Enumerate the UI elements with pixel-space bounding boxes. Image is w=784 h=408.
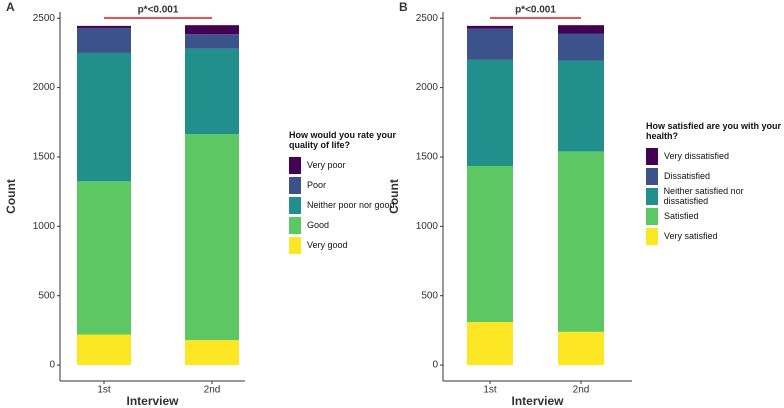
bar-segment — [558, 60, 604, 152]
bar-segment — [185, 34, 239, 49]
legend-swatch — [289, 176, 301, 194]
bar-segment — [77, 334, 131, 366]
x-tick-label: 1st — [97, 385, 111, 396]
bar-segment — [185, 134, 239, 341]
legend-item: Very satisfied — [646, 226, 784, 246]
legend-item: Very poor — [289, 155, 409, 175]
y-tick-label: 1500 — [416, 152, 439, 163]
legend-item: Very dissatisfied — [646, 146, 784, 166]
bar-segment — [558, 331, 604, 366]
legend-swatch — [289, 196, 301, 214]
bar-segment — [558, 33, 604, 61]
legend-item: Good — [289, 215, 409, 235]
legend-item: Very good — [289, 235, 409, 255]
legend-item: Poor — [289, 175, 409, 195]
legend-label: Very satisfied — [664, 231, 718, 241]
bar-segment — [185, 340, 239, 366]
panel-label: B — [399, 0, 408, 14]
x-axis-label: Interview — [126, 394, 179, 408]
y-tick-label: 2500 — [416, 13, 439, 24]
legend-item: Neither poor nor good — [289, 195, 409, 215]
legend-swatch — [289, 236, 301, 254]
bar-segment — [467, 322, 513, 366]
legend-label: Poor — [307, 180, 327, 190]
legend-label: Good — [307, 220, 330, 230]
legend-label: Very good — [307, 240, 348, 250]
bar-segment — [77, 25, 131, 28]
legend-swatch — [646, 167, 658, 185]
y-tick-label: 2000 — [416, 82, 439, 93]
y-tick-label: 2500 — [33, 13, 56, 24]
legend-item: Dissatisfied — [646, 166, 784, 186]
legend-label: Neither satisfied nor dissatisfied — [663, 186, 744, 206]
y-tick-label: 2000 — [33, 82, 56, 93]
bar-segment — [558, 151, 604, 332]
bar-segment — [77, 181, 131, 335]
y-axis-label: Count — [4, 179, 18, 214]
bar-segment — [467, 25, 513, 29]
bar-segment — [467, 59, 513, 166]
legend-swatch — [646, 187, 658, 205]
y-tick-label: 1000 — [33, 221, 56, 232]
y-tick-label: 1000 — [416, 221, 439, 232]
x-axis-label: Interview — [511, 394, 564, 408]
legend-title: How satisfied are you with your health? — [646, 121, 782, 141]
x-tick-label: 1st — [483, 385, 497, 396]
legend-label: Satisfied — [664, 211, 699, 221]
bar-segment — [77, 27, 131, 53]
bar-segment — [77, 52, 131, 182]
x-tick-label: 2nd — [573, 385, 590, 396]
panel-label: A — [6, 0, 15, 14]
legend-label: Very poor — [307, 160, 346, 170]
significance-label: p*<0.001 — [138, 5, 179, 16]
y-axis-label: Count — [387, 179, 401, 214]
legend-title: How would you rate your quality of life? — [289, 130, 397, 150]
bar-segment — [558, 25, 604, 34]
legend: How would you rate your quality of life?… — [289, 130, 409, 255]
y-tick-label: 1500 — [33, 152, 56, 163]
significance-label: p*<0.001 — [515, 5, 556, 16]
legend-label: Neither poor nor good — [307, 200, 395, 210]
legend-label: Dissatisfied — [664, 171, 711, 181]
bar-segment — [467, 165, 513, 323]
bar-segment — [185, 48, 239, 135]
legend-swatch — [646, 147, 658, 165]
y-tick-label: 500 — [421, 290, 438, 301]
legend-swatch — [646, 227, 658, 245]
legend-item: Neither satisfied nor dissatisfied — [646, 186, 784, 206]
legend-item: Satisfied — [646, 206, 784, 226]
legend-label: Very dissatisfied — [664, 151, 730, 161]
y-tick-label: 0 — [49, 360, 55, 371]
x-tick-label: 2nd — [204, 385, 221, 396]
legend-swatch — [289, 156, 301, 174]
y-tick-label: 500 — [38, 290, 55, 301]
legend-swatch — [646, 207, 658, 225]
bar-segment — [185, 25, 239, 35]
legend: How satisfied are you with your health? V… — [646, 121, 784, 246]
y-tick-label: 0 — [432, 360, 438, 371]
bar-segment — [467, 28, 513, 60]
legend-swatch — [289, 216, 301, 234]
